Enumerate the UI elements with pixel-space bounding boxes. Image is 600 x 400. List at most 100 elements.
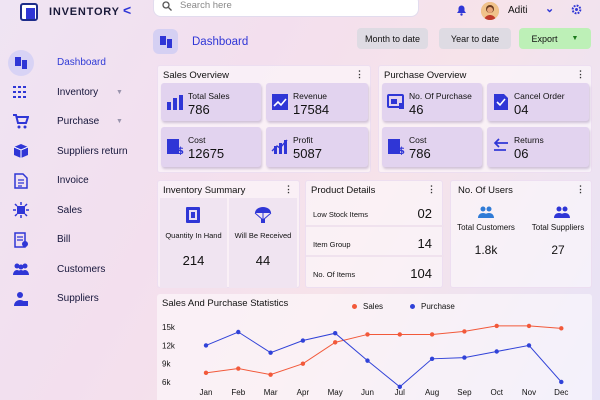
data-point-sales[interactable] <box>300 361 306 366</box>
export-button[interactable]: Export ▼ <box>519 28 591 49</box>
tile-label: Total Sales <box>188 91 230 101</box>
divider <box>306 225 444 227</box>
will-be-received: Will Be Received 44 <box>229 198 297 288</box>
bill-icon <box>12 231 30 249</box>
data-point-purchase[interactable] <box>462 355 467 360</box>
sidebar-item-sales[interactable]: Sales <box>0 196 148 226</box>
data-point-purchase[interactable] <box>203 343 209 348</box>
data-point-purchase[interactable] <box>494 349 499 354</box>
sidebar-item-suppliers-return[interactable]: Suppliers return <box>0 137 148 167</box>
tile-value: 46 <box>409 102 424 117</box>
legend-dot <box>352 304 357 309</box>
data-point-purchase[interactable] <box>236 329 241 335</box>
card-title: Purchase Overview <box>384 70 467 81</box>
tile-value: 5087 <box>293 146 322 161</box>
y-tick-label: 12k <box>162 341 176 350</box>
gear-icon[interactable] <box>571 4 582 15</box>
card-title: Inventory Summary <box>163 185 246 196</box>
sidebar-item-inventory[interactable]: Inventory ▼ <box>0 78 148 108</box>
x-tick-label: Mar <box>264 388 278 397</box>
data-point-purchase[interactable] <box>333 331 338 336</box>
data-point-sales[interactable] <box>494 323 499 329</box>
suppliers-icon <box>12 290 30 308</box>
x-tick-label: May <box>328 388 343 397</box>
more-icon[interactable]: ⋮ <box>355 69 364 79</box>
data-point-sales[interactable] <box>429 332 435 337</box>
user-stat-label: Total Suppliers <box>531 223 585 232</box>
data-point-purchase[interactable] <box>526 343 532 348</box>
data-point-sales[interactable] <box>333 340 338 345</box>
data-point-purchase[interactable] <box>268 350 273 355</box>
cost-tile[interactable]: $ Cost 12675 <box>161 127 261 167</box>
sales-icon <box>12 201 30 219</box>
chevron-down-icon[interactable]: ⌄ <box>545 3 555 15</box>
sidebar-item-suppliers[interactable]: Suppliers <box>0 284 148 314</box>
row-label: Low Stock Items <box>313 210 369 219</box>
box-icon <box>12 142 30 160</box>
sales-overview-card: Sales Overview ⋮ Total Sales 786 Revenue… <box>157 65 371 173</box>
year-to-date-button[interactable]: Year to date <box>439 28 511 49</box>
data-point-purchase[interactable] <box>365 358 370 363</box>
data-point-sales[interactable] <box>397 332 402 337</box>
more-icon[interactable]: ⋮ <box>576 184 585 194</box>
profit-icon <box>271 139 288 154</box>
search-bar[interactable] <box>153 0 419 17</box>
revenue-tile[interactable]: Revenue 17584 <box>266 83 368 121</box>
x-tick-label: Jul <box>395 388 405 397</box>
no-of-purchase-tile[interactable]: No. Of Purchase 46 <box>382 83 482 121</box>
card-title: Product Details <box>311 185 376 196</box>
sidebar-item-invoice[interactable]: Invoice <box>0 166 148 196</box>
profit-tile[interactable]: Profit 5087 <box>266 127 368 167</box>
sidebar-item-label: Bill <box>57 234 71 246</box>
users-icon <box>554 206 570 218</box>
data-point-sales[interactable] <box>236 366 241 371</box>
chevron-left-icon[interactable]: < <box>123 2 132 18</box>
data-point-sales[interactable] <box>268 372 273 377</box>
tile-label: Returns <box>514 135 544 145</box>
avatar[interactable] <box>481 2 499 20</box>
data-point-sales[interactable] <box>203 370 209 376</box>
more-icon[interactable]: ⋮ <box>284 184 293 194</box>
tile-label: Profit <box>293 135 313 145</box>
data-point-sales[interactable] <box>526 323 532 329</box>
sidebar-item-customers[interactable]: Customers <box>0 255 148 285</box>
data-point-sales[interactable] <box>365 332 370 337</box>
search-input[interactable] <box>180 0 400 11</box>
data-point-purchase[interactable] <box>300 338 306 343</box>
month-to-date-button[interactable]: Month to date <box>357 28 428 49</box>
more-icon[interactable]: ⋮ <box>427 184 436 194</box>
data-point-sales[interactable] <box>462 329 467 334</box>
product-details-card: Product Details ⋮ Low Stock Items 02 Ite… <box>305 180 444 288</box>
data-point-purchase[interactable] <box>559 379 564 385</box>
sidebar-item-purchase[interactable]: Purchase ▼ <box>0 107 148 137</box>
caret-down-icon[interactable]: ▼ <box>116 88 123 96</box>
no-of-items-row: No. Of Items 104 <box>306 257 444 287</box>
returns-tile[interactable]: Returns 06 <box>487 127 589 167</box>
sidebar-item-label: Dashboard <box>57 57 106 69</box>
total-sales-tile[interactable]: Total Sales 786 <box>161 83 261 121</box>
bell-icon[interactable] <box>456 4 467 16</box>
x-tick-label: Oct <box>490 388 503 397</box>
sidebar-item-dashboard[interactable]: Dashboard <box>0 48 148 78</box>
inventory-icon <box>12 83 30 101</box>
dashboard-icon <box>153 29 178 54</box>
sidebar: INVENTORY < Dashboard Inventory ▼ Purcha… <box>0 0 148 400</box>
tile-value: 786 <box>409 146 431 161</box>
sidebar-item-label: Customers <box>57 263 106 275</box>
more-icon[interactable]: ⋮ <box>576 69 585 79</box>
caret-down-icon: ▼ <box>571 35 579 42</box>
data-point-sales[interactable] <box>559 326 564 331</box>
sidebar-item-label: Invoice <box>57 175 89 187</box>
caret-down-icon[interactable]: ▼ <box>116 118 123 126</box>
cancel-order-tile[interactable]: Cancel Order 04 <box>487 83 589 121</box>
y-tick-label: 9k <box>162 360 171 369</box>
inventory-label: Quantity In Hand <box>165 231 222 240</box>
user-name[interactable]: Aditi <box>508 5 528 16</box>
users-card: No. Of Users ⋮ Total Customers 1.8k Tota… <box>450 180 592 288</box>
data-point-purchase[interactable] <box>397 384 402 390</box>
data-point-purchase[interactable] <box>429 356 435 362</box>
row-value: 02 <box>417 206 432 221</box>
sidebar-item-bill[interactable]: Bill <box>0 225 148 255</box>
purchase-cost-tile[interactable]: $ Cost 786 <box>382 127 482 167</box>
search-icon <box>162 0 172 11</box>
